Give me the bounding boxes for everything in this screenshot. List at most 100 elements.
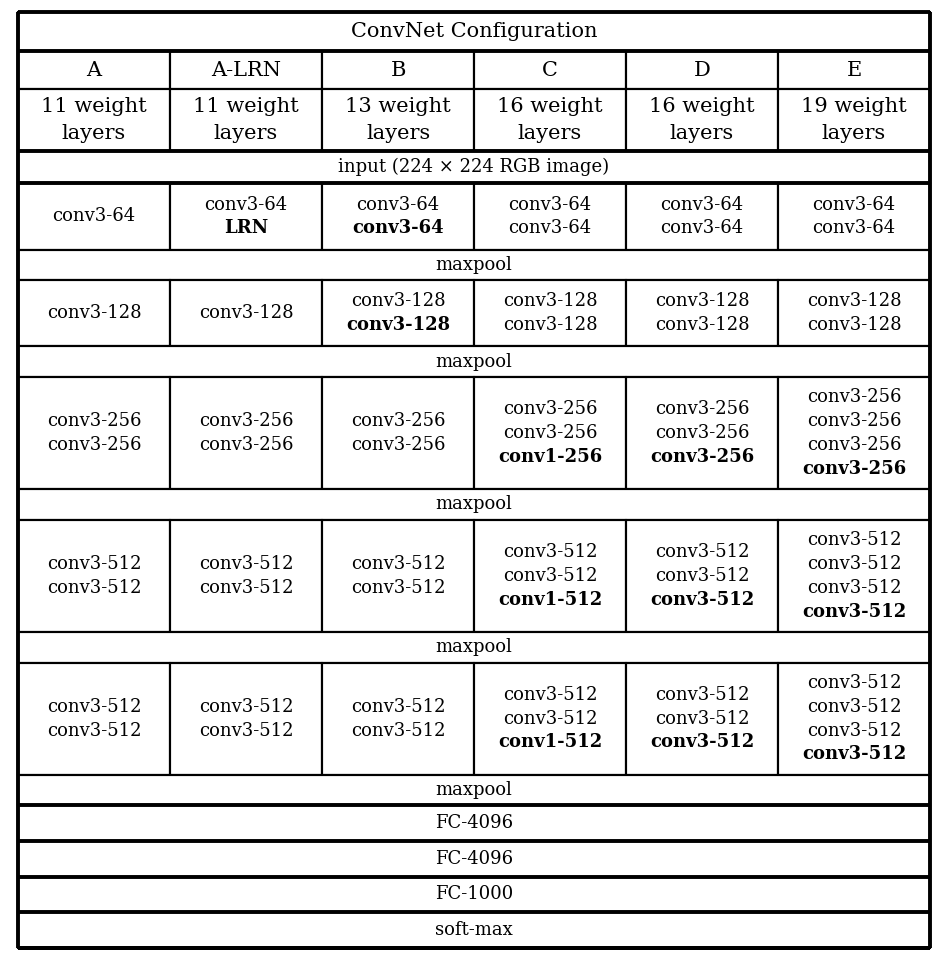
Text: conv3-256: conv3-256 <box>46 412 141 430</box>
Text: conv3-256: conv3-256 <box>199 412 293 430</box>
Bar <box>18 280 170 347</box>
Text: conv3-64: conv3-64 <box>661 196 743 213</box>
Text: ConvNet Configuration: ConvNet Configuration <box>351 22 597 41</box>
Text: conv3-512: conv3-512 <box>650 590 754 609</box>
Text: conv3-128: conv3-128 <box>655 316 749 334</box>
Bar <box>778 377 930 490</box>
Text: conv1-512: conv1-512 <box>498 590 602 609</box>
Text: conv3-512: conv3-512 <box>655 543 749 561</box>
Bar <box>626 183 778 250</box>
Text: conv3-512: conv3-512 <box>650 733 754 752</box>
Text: conv3-64: conv3-64 <box>353 219 444 237</box>
Text: conv3-128: conv3-128 <box>46 304 141 323</box>
Bar <box>18 250 930 280</box>
Bar <box>322 89 474 151</box>
Bar <box>170 377 322 490</box>
Text: conv3-512: conv3-512 <box>655 566 749 585</box>
Bar <box>18 347 930 377</box>
Bar <box>18 183 170 250</box>
Text: 13 weight: 13 weight <box>345 97 451 116</box>
Bar <box>474 51 626 89</box>
Bar <box>322 377 474 490</box>
Text: conv3-256: conv3-256 <box>807 389 902 406</box>
Bar <box>18 151 930 183</box>
Text: D: D <box>694 60 710 80</box>
Bar <box>170 183 322 250</box>
Text: layers: layers <box>670 124 734 143</box>
Bar <box>18 632 930 662</box>
Bar <box>18 775 930 805</box>
Text: conv3-256: conv3-256 <box>502 424 597 443</box>
Bar <box>474 280 626 347</box>
Bar <box>626 89 778 151</box>
Text: conv3-64: conv3-64 <box>52 207 136 226</box>
Text: conv3-256: conv3-256 <box>802 460 906 478</box>
Text: C: C <box>542 60 558 80</box>
Text: maxpool: maxpool <box>435 495 513 514</box>
Text: maxpool: maxpool <box>435 638 513 657</box>
Text: FC-4096: FC-4096 <box>435 850 513 868</box>
Text: conv3-512: conv3-512 <box>46 722 141 739</box>
Bar <box>626 51 778 89</box>
Text: 19 weight: 19 weight <box>801 97 907 116</box>
Text: A: A <box>86 60 101 80</box>
Text: conv3-512: conv3-512 <box>351 722 446 739</box>
Text: conv3-128: conv3-128 <box>807 293 902 310</box>
Bar <box>170 662 322 775</box>
Text: B: B <box>391 60 406 80</box>
Text: conv3-512: conv3-512 <box>351 698 446 715</box>
Text: conv3-512: conv3-512 <box>807 579 902 597</box>
Text: conv3-128: conv3-128 <box>502 316 597 334</box>
Text: conv3-256: conv3-256 <box>655 400 749 419</box>
Text: A-LRN: A-LRN <box>211 60 281 80</box>
Bar <box>778 662 930 775</box>
Bar <box>18 841 930 876</box>
Text: conv3-256: conv3-256 <box>807 436 902 454</box>
Text: conv1-512: conv1-512 <box>498 733 602 752</box>
Bar <box>170 51 322 89</box>
Text: conv3-256: conv3-256 <box>650 448 754 466</box>
Text: conv3-128: conv3-128 <box>655 293 749 310</box>
Text: conv3-256: conv3-256 <box>655 424 749 443</box>
Text: conv3-512: conv3-512 <box>502 685 597 704</box>
Text: conv3-512: conv3-512 <box>807 555 902 573</box>
Text: layers: layers <box>822 124 886 143</box>
Text: layers: layers <box>366 124 430 143</box>
Bar <box>778 89 930 151</box>
Bar <box>18 12 930 51</box>
Bar <box>626 519 778 632</box>
Bar <box>626 377 778 490</box>
Text: conv3-512: conv3-512 <box>807 531 902 549</box>
Bar <box>18 805 930 841</box>
Text: maxpool: maxpool <box>435 256 513 274</box>
Bar <box>18 876 930 912</box>
Text: layers: layers <box>214 124 278 143</box>
Bar <box>170 280 322 347</box>
Text: conv3-256: conv3-256 <box>199 436 293 454</box>
Text: E: E <box>847 60 862 80</box>
Bar <box>18 51 170 89</box>
Text: conv3-512: conv3-512 <box>46 579 141 597</box>
Text: conv3-64: conv3-64 <box>661 219 743 237</box>
Bar <box>18 519 170 632</box>
Bar <box>626 280 778 347</box>
Text: conv3-128: conv3-128 <box>502 293 597 310</box>
Bar <box>18 662 170 775</box>
Text: layers: layers <box>518 124 582 143</box>
Bar <box>778 183 930 250</box>
Bar <box>778 51 930 89</box>
Text: LRN: LRN <box>224 219 268 237</box>
Text: conv3-512: conv3-512 <box>655 709 749 728</box>
Text: conv3-128: conv3-128 <box>199 304 293 323</box>
Text: conv3-256: conv3-256 <box>351 436 446 454</box>
Bar <box>18 377 170 490</box>
Bar <box>474 183 626 250</box>
Text: 16 weight: 16 weight <box>649 97 755 116</box>
Text: 16 weight: 16 weight <box>497 97 603 116</box>
Text: conv3-64: conv3-64 <box>356 196 440 213</box>
Bar <box>170 519 322 632</box>
Text: 11 weight: 11 weight <box>193 97 299 116</box>
Text: conv3-64: conv3-64 <box>508 219 592 237</box>
Text: conv3-512: conv3-512 <box>655 685 749 704</box>
Bar <box>18 89 170 151</box>
